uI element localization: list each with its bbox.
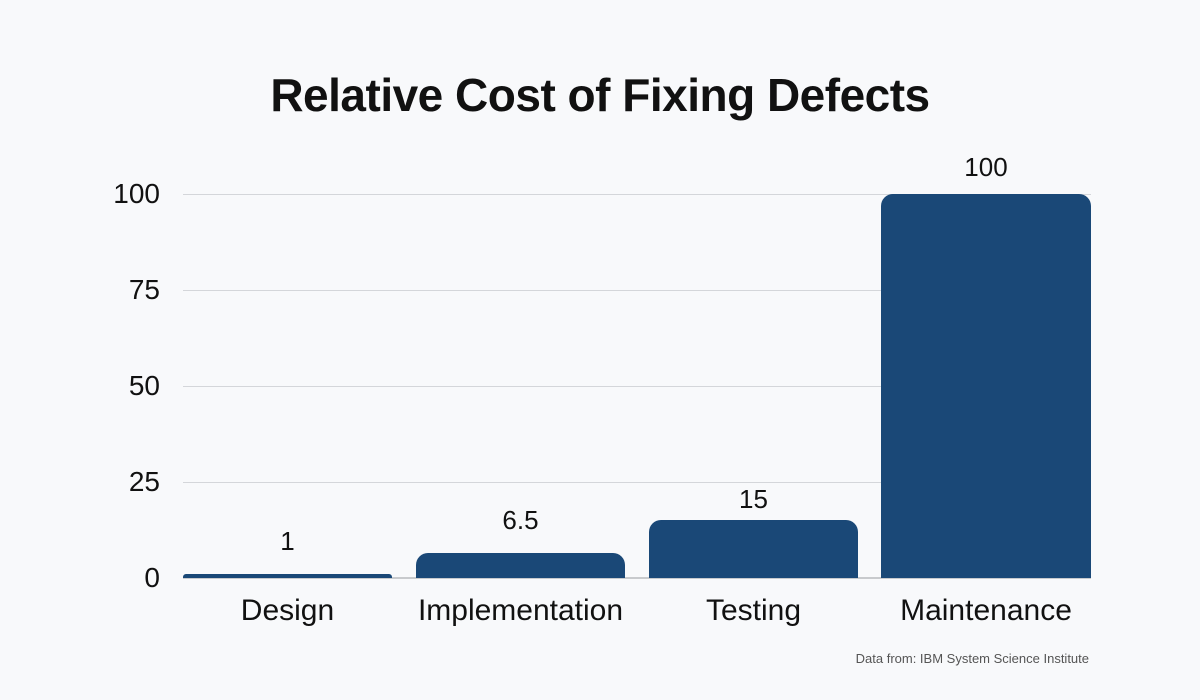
gridline-100 xyxy=(183,194,1091,195)
y-tick-label: 0 xyxy=(144,562,160,593)
y-tick-label: 50 xyxy=(128,370,160,401)
x-tick-label: Design xyxy=(240,594,335,627)
y-tick-label: 100 xyxy=(113,178,160,209)
bar-implementation xyxy=(416,553,625,578)
bar-design xyxy=(183,574,392,578)
x-axis-line xyxy=(183,577,1091,579)
gridline-25 xyxy=(183,482,1091,483)
value-label: 6.5 xyxy=(502,505,539,535)
x-tick-label: Implementation xyxy=(417,594,624,627)
gridline-50 xyxy=(183,386,1091,387)
source-note: Data from: IBM System Science Institute xyxy=(855,651,1089,666)
y-tick-label: 75 xyxy=(128,274,160,305)
value-label: 1 xyxy=(280,526,295,556)
bar-maintenance xyxy=(881,194,1091,578)
gridline-75 xyxy=(183,290,1091,291)
value-label: 100 xyxy=(964,152,1008,182)
x-tick-label: Testing xyxy=(705,594,802,627)
y-tick-label: 25 xyxy=(128,466,160,497)
chart-title: Relative Cost of Fixing Defects xyxy=(270,69,930,121)
x-tick-label: Maintenance xyxy=(900,594,1072,627)
value-label: 15 xyxy=(739,484,768,514)
bar-testing xyxy=(649,520,858,578)
